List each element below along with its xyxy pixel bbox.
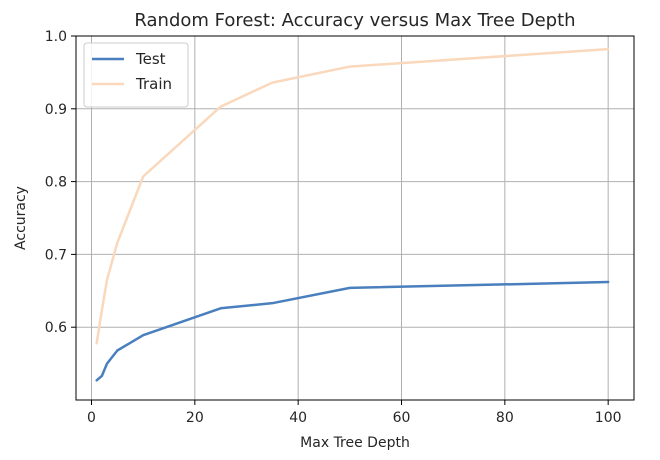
y-axis-label: Accuracy <box>13 186 29 250</box>
legend-label-test: Test <box>135 50 166 68</box>
series-line-train <box>95 47 610 345</box>
plot-frame <box>75 35 635 401</box>
y-tick-label: 0.9 <box>45 102 67 118</box>
x-axis-label: Max Tree Depth <box>300 435 410 451</box>
series-line-test <box>95 280 610 382</box>
y-tick-label: 0.6 <box>45 320 67 336</box>
x-tick-label: 60 <box>393 410 411 426</box>
y-tick-label: 1.0 <box>45 29 67 45</box>
y-tick-label: 0.8 <box>45 175 67 191</box>
y-tick-label: 0.7 <box>45 247 67 263</box>
x-tick-label: 100 <box>595 410 622 426</box>
legend: Test Train <box>83 42 189 108</box>
x-tick-label: 40 <box>289 410 307 426</box>
legend-label-train: Train <box>135 75 172 93</box>
chart-title: Random Forest: Accuracy versus Max Tree … <box>134 10 575 31</box>
ticks: 0 20 40 60 80 100 0.6 0.7 0.8 0.9 1.0 <box>45 29 622 426</box>
x-tick-label: 80 <box>496 410 514 426</box>
series-lines <box>95 47 610 382</box>
x-tick-label: 20 <box>186 410 204 426</box>
x-tick-label: 0 <box>87 410 96 426</box>
